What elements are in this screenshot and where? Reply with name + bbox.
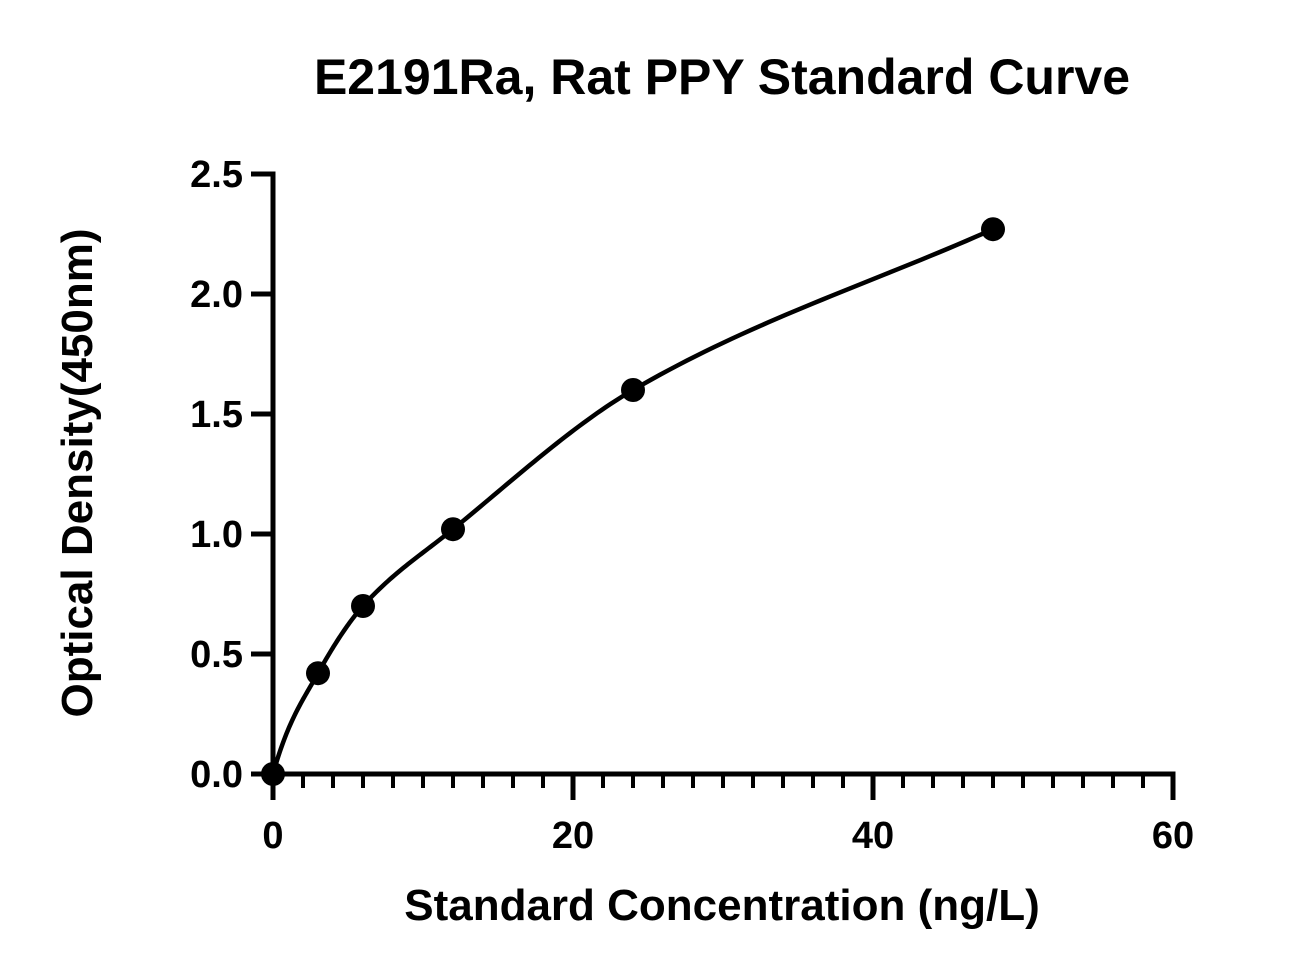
y-tick-label: 2.0 — [190, 274, 243, 316]
data-point — [261, 762, 285, 786]
y-axis-label: Optical Density(450nm) — [53, 228, 102, 717]
x-tick-label: 40 — [852, 815, 894, 857]
y-tick-label: 0.5 — [190, 634, 243, 676]
y-tick-label: 1.0 — [190, 514, 243, 556]
x-axis-label: Standard Concentration (ng/L) — [404, 881, 1040, 930]
y-tick-label: 2.5 — [190, 154, 243, 196]
data-point — [981, 217, 1005, 242]
fit-curve-layer — [270, 227, 994, 775]
axes — [270, 171, 1176, 777]
fit-curve — [270, 227, 994, 775]
y-tick-label: 1.5 — [190, 394, 243, 436]
data-point — [306, 661, 330, 686]
y-tick-label: 0.0 — [190, 754, 243, 796]
ticks — [251, 171, 1176, 800]
data-points — [261, 217, 1005, 786]
x-tick-label: 60 — [1152, 815, 1194, 857]
x-tick-label: 0 — [262, 815, 283, 857]
tick-labels: 0.0 0.5 1.0 1.5 2.0 2.5 0 20 40 60 — [190, 154, 1194, 857]
x-tick-label: 20 — [552, 815, 594, 857]
chart-title: E2191Ra, Rat PPY Standard Curve — [314, 49, 1130, 105]
data-point — [351, 594, 375, 618]
data-point — [621, 378, 645, 402]
data-point — [441, 517, 465, 542]
